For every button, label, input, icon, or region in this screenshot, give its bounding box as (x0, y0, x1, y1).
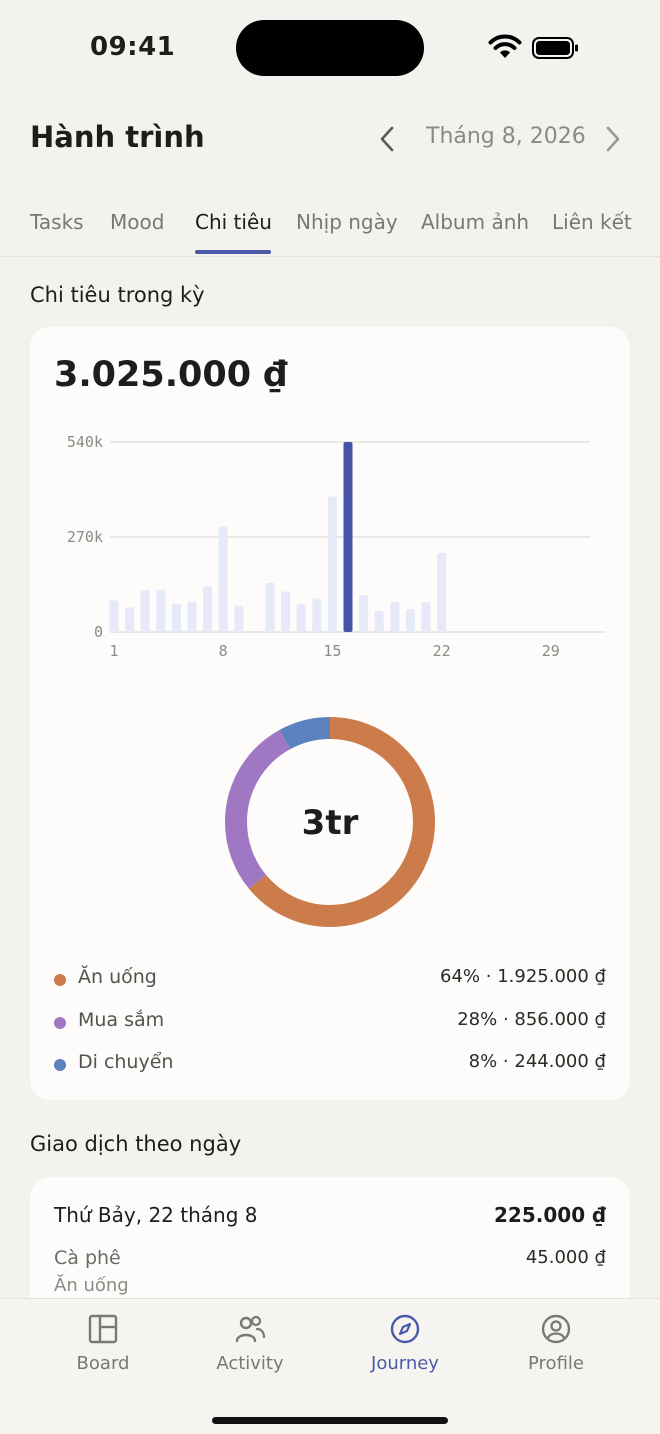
donut-slice[interactable] (225, 717, 435, 927)
bar-day-17[interactable] (359, 595, 369, 632)
wifi-icon (488, 34, 522, 58)
bar-day-16[interactable] (343, 442, 353, 632)
nav-journey[interactable]: Journey (345, 1313, 465, 1383)
bar-day-3[interactable] (140, 589, 150, 632)
bar-day-20[interactable] (405, 609, 415, 632)
legend-label: Di chuyển (78, 1051, 174, 1073)
transaction-day-date: Thứ Bảy, 22 tháng 8 (54, 1203, 258, 1227)
y-tick-label: 270k (67, 528, 103, 546)
legend-label: Ăn uống (78, 966, 157, 988)
legend-dot-shopping (54, 1017, 66, 1029)
bar-day-1[interactable] (109, 600, 119, 632)
nav-label: Board (76, 1353, 130, 1374)
bar-day-7[interactable] (203, 586, 213, 632)
tab-spending[interactable]: Chi tiêu (195, 210, 272, 234)
bar-day-6[interactable] (187, 602, 197, 632)
transaction-day-total: 225.000 ₫ (494, 1203, 606, 1227)
chevron-right-icon (606, 126, 620, 152)
y-tick-label: 540k (67, 433, 103, 451)
status-bar: 09:41 (0, 0, 660, 96)
daily-spending-bar-chart: 540k 270k 01 8 15 22 29 (67, 433, 606, 660)
period-label: Tháng 8, 2026 (426, 124, 586, 149)
spending-total: 3.025.000 ₫ (54, 355, 288, 395)
nav-activity[interactable]: Activity (190, 1313, 310, 1383)
x-tick-label: 1 (109, 642, 118, 660)
donut-slice[interactable] (225, 717, 435, 927)
active-tab-indicator (195, 250, 271, 254)
bottom-navigation: Board Activity Journey Profile (0, 1298, 660, 1434)
profile-icon (541, 1314, 571, 1344)
category-donut-chart: 3tr (225, 717, 435, 927)
transactions-section-title: Giao dịch theo ngày (30, 1132, 242, 1156)
tab-mood[interactable]: Mood (110, 210, 165, 234)
bar-day-14[interactable] (312, 598, 322, 632)
tab-photo-album[interactable]: Album ảnh (421, 210, 530, 234)
bar-day-12[interactable] (281, 591, 291, 632)
chevron-left-icon (380, 126, 394, 152)
next-month-button[interactable] (598, 120, 628, 158)
bar-day-13[interactable] (296, 603, 306, 632)
activity-icon (235, 1315, 266, 1343)
spending-section-title: Chi tiêu trong kỳ (30, 283, 205, 307)
spending-summary-card: 3.025.000 ₫ 540k 270k 0 1 8 15 22 29 3tr Ăn uốn… (30, 327, 630, 1100)
board-icon (88, 1314, 118, 1344)
x-tick-label: 29 (542, 642, 560, 660)
dynamic-island (236, 20, 424, 76)
legend-row-shopping[interactable]: Mua sắm 28% · 856.000 ₫ (54, 1007, 606, 1037)
home-indicator (212, 1417, 448, 1424)
tab-tasks[interactable]: Tasks (30, 210, 84, 234)
nav-label: Journey (371, 1353, 439, 1374)
y-tick-label: 0 (94, 623, 103, 641)
bar-day-11[interactable] (265, 582, 275, 632)
bar-day-15[interactable] (327, 496, 337, 632)
legend-row-transport[interactable]: Di chuyển 8% · 244.000 ₫ (54, 1049, 606, 1079)
legend-dot-food (54, 974, 66, 986)
legend-value: 28% · 856.000 ₫ (457, 1009, 606, 1030)
nav-board[interactable]: Board (43, 1313, 163, 1383)
nav-profile[interactable]: Profile (496, 1313, 616, 1383)
journey-tabs: Tasks Mood Chi tiêu Nhịp ngày Album ảnh … (0, 200, 660, 257)
compass-icon (390, 1314, 420, 1344)
bar-day-18[interactable] (374, 610, 384, 632)
page-title: Hành trình (30, 120, 205, 154)
donut-center-label: 3tr (302, 803, 359, 843)
legend-label: Mua sắm (78, 1009, 165, 1031)
x-tick-label: 22 (433, 642, 451, 660)
battery-icon (532, 37, 578, 59)
nav-label: Activity (216, 1353, 284, 1374)
bar-day-5[interactable] (171, 603, 181, 632)
bar-day-8[interactable] (218, 526, 228, 632)
previous-month-button[interactable] (372, 120, 402, 158)
tab-day-rhythm[interactable]: Nhịp ngày (296, 210, 398, 234)
bar-day-22[interactable] (437, 552, 447, 632)
x-tick-label: 15 (323, 642, 341, 660)
bar-day-2[interactable] (125, 607, 135, 632)
legend-row-food[interactable]: Ăn uống 64% · 1.925.000 ₫ (54, 964, 606, 994)
legend-value: 8% · 244.000 ₫ (468, 1051, 606, 1072)
bar-day-9[interactable] (234, 605, 244, 632)
nav-label: Profile (528, 1353, 584, 1374)
status-time: 09:41 (90, 32, 176, 62)
transaction-category: Ăn uống (54, 1275, 129, 1296)
bar-day-21[interactable] (421, 602, 431, 632)
transaction-amount: 45.000 ₫ (525, 1247, 606, 1268)
tab-links[interactable]: Liên kết (552, 210, 632, 234)
legend-dot-transport (54, 1059, 66, 1071)
x-tick-label: 8 (219, 642, 228, 660)
bar-day-19[interactable] (390, 602, 400, 632)
bar-day-4[interactable] (156, 589, 166, 632)
transaction-name: Cà phê (54, 1247, 121, 1269)
legend-value: 64% · 1.925.000 ₫ (440, 966, 606, 987)
